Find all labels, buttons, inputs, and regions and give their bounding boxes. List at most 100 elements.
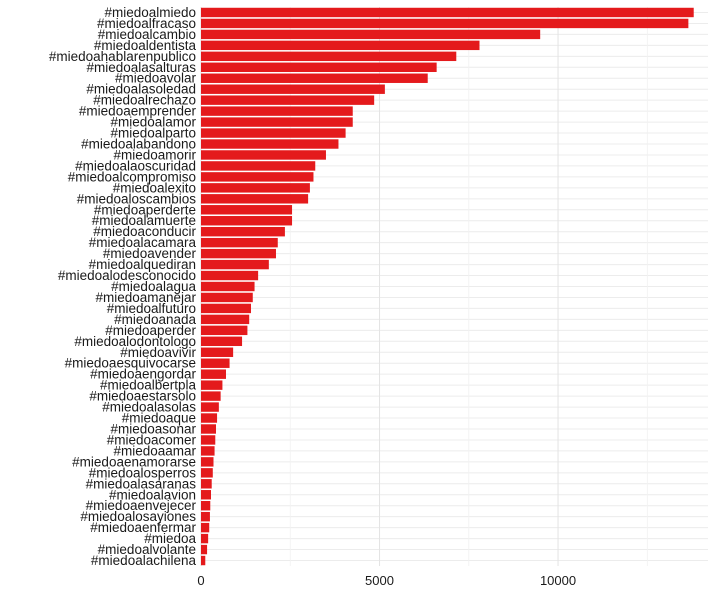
bar: [201, 303, 251, 314]
category-label: #miedoalachilena: [91, 553, 197, 568]
category-label: #miedoacomer: [107, 432, 197, 447]
category-label: #miedoalquediran: [89, 257, 196, 272]
bar: [201, 533, 209, 544]
category-label: #miedoalasoledad: [86, 82, 196, 97]
bar: [201, 128, 346, 138]
category-label: #miedoaemprender: [79, 104, 197, 119]
category-label: #miedoalabandono: [81, 137, 196, 152]
bar: [201, 347, 234, 357]
category-label: #miedoaloscambios: [77, 191, 197, 206]
bar: [201, 457, 214, 467]
bar: [201, 248, 276, 259]
category-label: #miedoaenvejecer: [86, 498, 197, 513]
bar: [201, 29, 541, 40]
category-label: #miedoaque: [122, 411, 196, 426]
category-label: #miedoamorir: [113, 147, 196, 162]
category-label: #miedoa: [144, 531, 196, 546]
category-label: #miedoaestarsolo: [89, 389, 196, 404]
category-label: #miedoaldentista: [94, 38, 197, 53]
category-labels: #miedoalmiedo#miedoalfracaso#miedoalcamb…: [49, 5, 197, 568]
bar: [201, 226, 285, 237]
category-label: #miedoalmiedo: [104, 5, 196, 20]
category-label: #miedoalexito: [113, 180, 196, 195]
category-label: #miedoalbertpla: [100, 378, 197, 393]
category-label: #miedoaamar: [113, 443, 196, 458]
category-label: #miedoalvolante: [98, 542, 196, 557]
category-label: #miedoalamor: [110, 115, 196, 130]
category-label: #miedoaenamorarse: [72, 454, 196, 469]
category-label: #miedoavolar: [115, 71, 197, 86]
category-label: #miedoavivir: [120, 345, 196, 360]
bar: [201, 468, 213, 478]
bar: [201, 183, 310, 193]
bar: [201, 194, 309, 204]
bar: [201, 7, 694, 18]
category-label: #miedoaperderte: [94, 202, 196, 217]
category-label: #miedoaperder: [105, 323, 196, 338]
bar: [201, 391, 221, 401]
bar: [201, 139, 339, 149]
bar: [201, 18, 689, 29]
bar: [201, 216, 293, 226]
category-label: #miedoaengordar: [90, 367, 196, 382]
bar: [201, 555, 206, 566]
category-label: #miedoalasaranas: [86, 476, 197, 491]
bar: [201, 501, 211, 511]
x-axis-tick-labels: 0 5000 10000: [197, 573, 576, 588]
category-label: #miedoalavion: [109, 487, 196, 502]
bar: [201, 172, 314, 182]
bar: [201, 479, 212, 489]
category-label: #miedoalodesconocido: [58, 268, 196, 283]
bars-group: [201, 7, 694, 566]
bar: [201, 237, 278, 248]
category-label: #miedoalrechazo: [93, 93, 196, 108]
x-tick-label: 10000: [540, 573, 576, 588]
category-label: #miedoaenfermar: [90, 520, 196, 535]
category-label: #miedoalasalturas: [86, 60, 196, 75]
bar: [201, 380, 223, 390]
category-label: #miedoalaoscuridad: [75, 158, 196, 173]
category-label: #miedoalcompromiso: [68, 169, 196, 184]
category-label: #miedoahablarenpublico: [49, 49, 196, 64]
bar: [201, 490, 211, 500]
bar: [201, 511, 210, 522]
category-label: #miedoalamuerte: [92, 213, 196, 228]
bar: [201, 270, 259, 281]
category-label: #miedoasonar: [110, 421, 196, 436]
bar: [201, 117, 353, 127]
category-label: #miedoalfuturo: [107, 301, 196, 316]
bar: [201, 402, 219, 412]
category-label: #miedoalacamara: [89, 235, 197, 250]
bar: [201, 435, 216, 445]
bar: [201, 259, 269, 270]
bar: [201, 106, 353, 116]
bar: [201, 369, 226, 379]
category-label: #miedoamanejar: [95, 290, 196, 305]
bar: [201, 325, 248, 336]
bar: [201, 358, 230, 368]
bar: [201, 336, 243, 347]
category-label: #miedoaesquivocarse: [65, 356, 196, 371]
bar: [201, 51, 457, 62]
bar: [201, 84, 385, 94]
category-label: #miedoalodontologo: [74, 334, 196, 349]
bar: [201, 314, 250, 325]
bar: [201, 40, 480, 51]
bar: [201, 413, 218, 423]
category-label: #miedoalasolas: [102, 400, 196, 415]
category-label: #miedoalparto: [110, 126, 196, 141]
category-label: #miedoalfracaso: [97, 16, 196, 31]
x-tick-label: 0: [197, 573, 204, 588]
category-label: #miedoalosperros: [89, 465, 197, 480]
bar: [201, 522, 210, 533]
category-label: #miedoalosayiones: [80, 509, 196, 524]
bar: [201, 73, 428, 83]
bar: [201, 292, 253, 303]
category-label: #miedoavender: [103, 246, 197, 261]
bar: [201, 446, 215, 456]
category-label: #miedoaconducir: [93, 224, 196, 239]
bar: [201, 205, 293, 215]
bar: [201, 150, 326, 160]
category-label: #miedoanada: [114, 312, 196, 327]
